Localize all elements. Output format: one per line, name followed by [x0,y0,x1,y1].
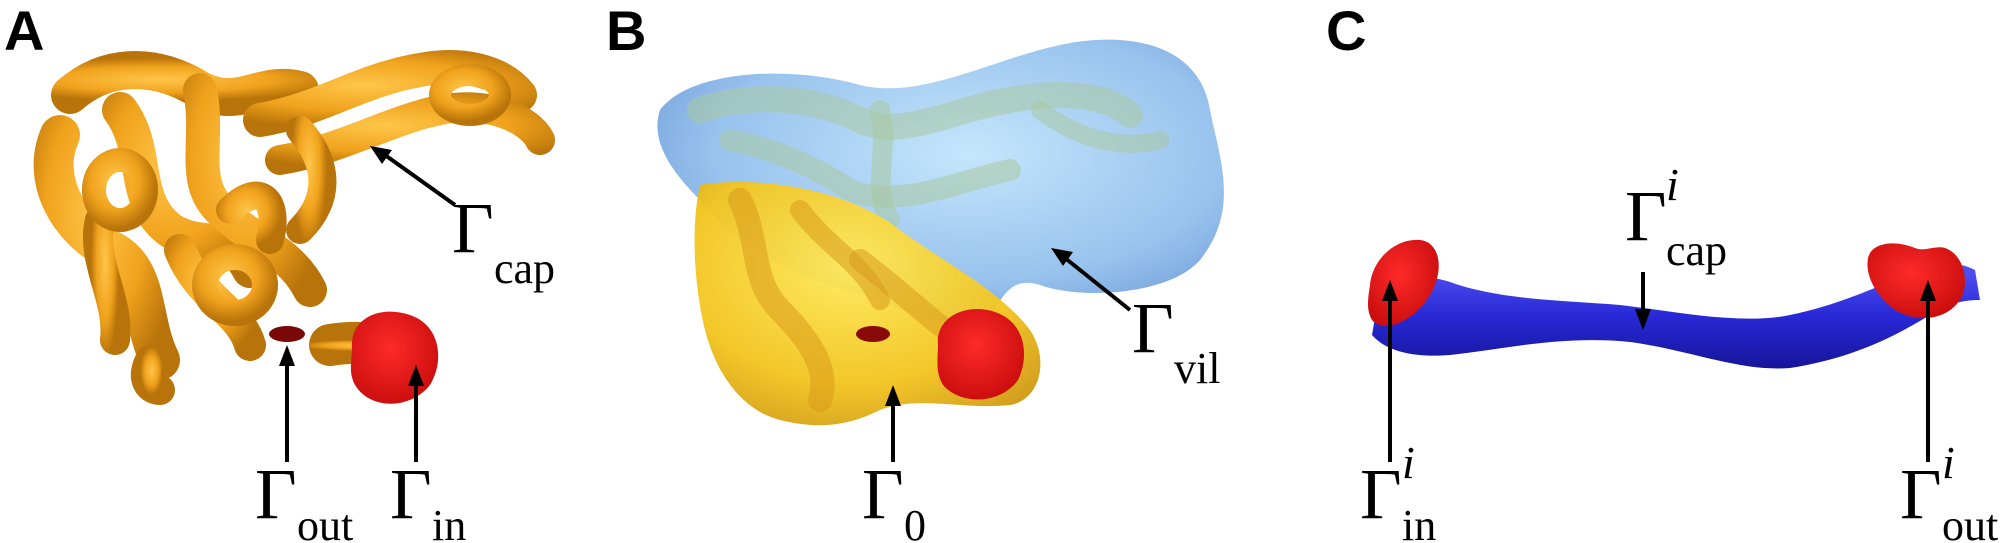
villus-outlet [856,326,890,342]
arrow-in-c [1382,280,1398,462]
label-gamma-zero-b: Γ 0 [862,454,926,543]
svg-text:Γ: Γ [452,188,494,268]
label-gamma-cap-a: Γ cap [452,188,555,293]
svg-text:i: i [1942,437,1955,488]
svg-text:out: out [297,501,353,543]
svg-text:i: i [1402,437,1415,488]
svg-text:Γ: Γ [1132,288,1174,368]
svg-text:cap: cap [1666,226,1727,275]
svg-text:vil: vil [1174,344,1220,393]
villus-3d [657,39,1224,426]
arrow-cap-c [1635,272,1651,330]
arrow-cap-a [370,146,457,207]
panel-b: B [606,0,1224,543]
panel-b-letter: B [606,0,646,62]
label-gamma-out-c: Γ i out [1900,437,1998,543]
svg-text:Γ: Γ [862,454,904,534]
label-gamma-in-c: Γ i in [1360,437,1436,543]
arrow-vil-b [1051,248,1132,312]
svg-text:out: out [1942,501,1998,543]
inlet-boundary [350,311,439,404]
panel-c: C Γ i cap Γ i [1326,0,1998,543]
svg-text:0: 0 [904,501,926,543]
svg-text:i: i [1666,159,1679,210]
svg-text:Γ: Γ [1625,176,1667,256]
outlet-boundary [269,326,305,342]
capillary-segment-3d [1368,239,1980,369]
panel-c-letter: C [1326,0,1366,62]
svg-text:Γ: Γ [390,454,432,534]
capillary-tube [1372,264,1980,369]
svg-text:in: in [1402,501,1436,543]
svg-text:Γ: Γ [1360,454,1402,534]
label-gamma-in-a: Γ in [390,454,466,543]
panel-a: A [4,0,555,543]
arrow-out-c [1920,280,1936,462]
villus-inlet [937,308,1025,400]
svg-text:Γ: Γ [255,454,297,534]
arrow-zero-b [885,385,901,462]
capillary-network-3d [33,50,555,405]
label-gamma-vil-b: Γ vil [1132,288,1220,393]
arrow-in-a [408,365,424,462]
panel-a-letter: A [4,0,44,62]
svg-text:cap: cap [494,244,555,293]
label-gamma-out-a: Γ out [255,454,353,543]
segment-inlet [1368,239,1439,326]
arrow-out-a [279,345,295,462]
svg-text:in: in [432,501,466,543]
segment-outlet [1867,243,1965,319]
label-gamma-cap-c: Γ i cap [1625,159,1727,275]
svg-text:Γ: Γ [1900,454,1942,534]
